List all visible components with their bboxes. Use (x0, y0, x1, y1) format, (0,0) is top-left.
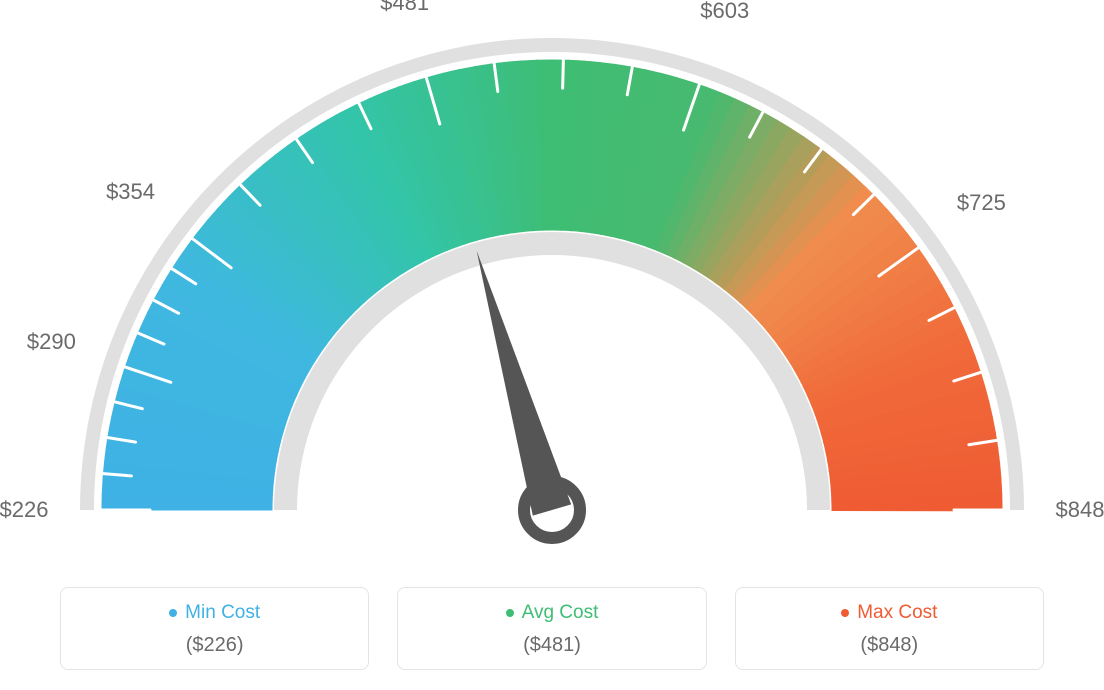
legend-title-text: Avg Cost (522, 602, 599, 624)
gauge-tick-label: $603 (700, 0, 749, 24)
legend-card-title: Min Cost (169, 602, 260, 624)
legend-title-text: Max Cost (857, 602, 937, 624)
legend-card-title: Max Cost (841, 602, 937, 624)
legend-value: ($848) (746, 634, 1033, 657)
legend-card: Avg Cost ($481) (397, 587, 706, 670)
gauge-tick-label: $290 (27, 329, 76, 355)
gauge-tick-label: $226 (0, 497, 48, 523)
gauge-tick-label: $481 (380, 0, 429, 16)
gauge-needle (477, 251, 572, 516)
legend-dot-icon (506, 609, 514, 617)
legend-card: Min Cost ($226) (60, 587, 369, 670)
legend-dot-icon (841, 609, 849, 617)
gauge-tick-label: $725 (957, 190, 1006, 216)
gauge-color-band (102, 60, 1002, 511)
gauge-container: $226 $290 $354 $481 $603 $725 $848 (0, 0, 1104, 560)
legend-row: Min Cost ($226) Avg Cost ($481) Max Cost ($84… (0, 587, 1104, 670)
legend-card: Max Cost ($848) (735, 587, 1044, 670)
legend-title-text: Min Cost (185, 602, 260, 624)
gauge-tick-label: $354 (106, 179, 155, 205)
gauge-tick-label: $848 (1056, 497, 1104, 523)
legend-card-title: Avg Cost (506, 602, 599, 624)
legend-value: ($481) (408, 634, 695, 657)
legend-dot-icon (169, 609, 177, 617)
gauge-svg (0, 0, 1104, 560)
legend-value: ($226) (71, 634, 358, 657)
